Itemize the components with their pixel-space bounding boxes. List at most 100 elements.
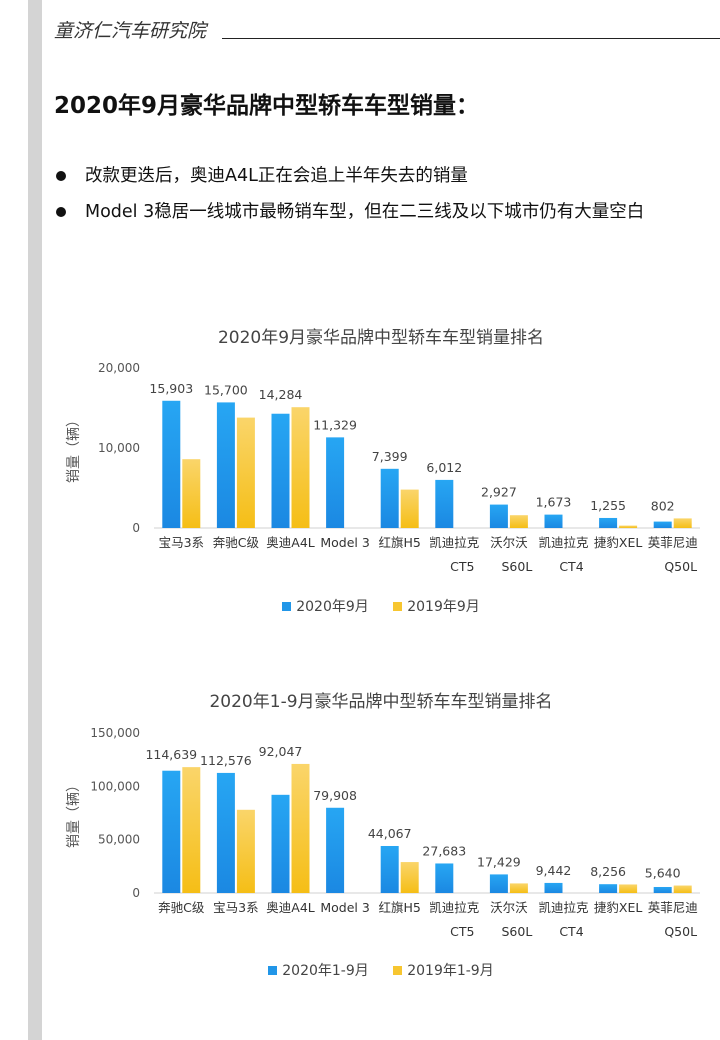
y-axis-label: 销量（辆）: [66, 778, 82, 848]
y-tick-label: 10,000: [98, 441, 140, 455]
x-tick-label: 英菲尼迪: [648, 900, 698, 915]
legend-item: 2019年9月: [393, 596, 480, 616]
x-tick-label: 奥迪A4L: [266, 900, 315, 915]
x-tick-label: CT5: [450, 559, 474, 574]
legend-item: 2020年1-9月: [268, 960, 369, 980]
bar-series-1: [653, 886, 672, 893]
bar-series-2: [400, 489, 419, 528]
bar-series-2: [291, 763, 310, 893]
x-tick-label: 捷豹XEL: [594, 900, 642, 915]
x-tick-label: 捷豹XEL: [594, 535, 642, 550]
data-label: 7,399: [372, 449, 408, 464]
bar-series-2: [236, 417, 255, 528]
bar-series-2: [619, 525, 638, 528]
bar-series-2: [509, 515, 528, 528]
page-title: 2020年9月豪华品牌中型轿车车型销量：: [54, 93, 480, 119]
header-rule: [222, 38, 720, 39]
y-tick-label: 100,000: [90, 779, 140, 793]
bar-series-1: [326, 437, 345, 528]
legend-label: 2019年9月: [407, 599, 480, 615]
bar-series-1: [380, 468, 399, 528]
x-tick-label: 沃尔沃: [490, 900, 528, 915]
x-tick-label: 红旗H5: [379, 900, 421, 915]
y-tick-label: 0: [132, 886, 140, 900]
data-label: 112,576: [200, 753, 252, 768]
data-label: 14,284: [259, 387, 303, 402]
data-label: 15,700: [204, 382, 248, 397]
data-label: 27,683: [422, 843, 466, 858]
legend-swatch: [393, 601, 403, 611]
chart-1-legend: 2020年9月 2019年9月: [42, 596, 720, 616]
x-tick-label: 凯迪拉克: [538, 535, 588, 550]
data-label: 9,442: [536, 863, 572, 878]
bullet-text: Model 3稳居一线城市最畅销车型，但在二三线及以下城市仍有大量空白: [85, 202, 645, 222]
bar-series-1: [544, 882, 563, 893]
chart-2-legend: 2020年1-9月 2019年1-9月: [42, 960, 720, 980]
x-tick-label: 红旗H5: [379, 535, 421, 550]
legend-label: 2020年1-9月: [282, 963, 369, 979]
x-tick-label: CT4: [559, 559, 583, 574]
x-tick-label: 奔驰C级: [213, 535, 260, 550]
bar-series-2: [182, 459, 201, 528]
x-tick-label: Q50L: [664, 559, 697, 574]
y-tick-label: 150,000: [90, 726, 140, 740]
bullet-item: Model 3稳居一线城市最畅销车型，但在二三线及以下城市仍有大量空白: [54, 194, 644, 230]
chart-2-title: 2020年1-9月豪华品牌中型轿车车型销量排名: [209, 692, 553, 712]
bar-series-1: [435, 863, 454, 893]
x-tick-label: 奥迪A4L: [266, 535, 315, 550]
bar-series-2: [509, 883, 528, 893]
data-label: 6,012: [426, 460, 462, 475]
bullet-dot-icon: [56, 171, 66, 181]
bar-series-1: [271, 413, 290, 528]
bar-series-1: [599, 884, 618, 893]
x-tick-label: CT5: [450, 924, 474, 939]
legend-label: 2020年9月: [296, 599, 369, 615]
data-label: 11,329: [313, 417, 357, 432]
x-tick-label: Q50L: [664, 924, 697, 939]
org-name: 童济仁汽车研究院: [54, 20, 207, 42]
bullet-item: 改款更迭后，奥迪A4L正在会追上半年失去的销量: [54, 158, 644, 194]
legend-swatch: [393, 965, 403, 975]
data-label: 802: [651, 498, 675, 513]
chart-1-title: 2020年9月豪华品牌中型轿车车型销量排名: [217, 328, 545, 348]
y-tick-label: 20,000: [98, 361, 140, 375]
bar-series-1: [489, 504, 508, 528]
x-tick-label: 宝马3系: [159, 535, 204, 550]
legend-swatch: [268, 965, 278, 975]
x-tick-label: 奔驰C级: [158, 900, 205, 915]
bar-series-1: [216, 772, 235, 893]
bullet-dot-icon: [56, 207, 66, 217]
x-tick-label: Model 3: [320, 535, 369, 550]
bar-series-2: [182, 767, 201, 893]
data-label: 92,047: [259, 744, 303, 759]
y-tick-label: 50,000: [98, 833, 140, 847]
x-tick-label: CT4: [559, 924, 583, 939]
x-tick-label: S60L: [501, 559, 532, 574]
data-label: 79,908: [313, 788, 357, 803]
data-label: 1,255: [590, 498, 626, 513]
bar-series-1: [162, 770, 181, 893]
bar-series-2: [236, 809, 255, 893]
bar-series-2: [400, 862, 419, 893]
data-label: 5,640: [645, 866, 681, 881]
bar-series-1: [435, 479, 454, 528]
bullet-text: 改款更迭后，奥迪A4L正在会追上半年失去的销量: [85, 166, 468, 186]
legend-item: 2019年1-9月: [393, 960, 494, 980]
chart-1: 0 10,000 20,000 销量（辆） 15,903 宝马3系 15,700 奔驰C级 14…: [66, 361, 700, 574]
bar-series-1: [489, 874, 508, 893]
bar-series-1: [162, 400, 181, 528]
bar-series-2: [673, 885, 692, 893]
bar-series-1: [544, 514, 563, 528]
data-label: 17,429: [477, 854, 521, 869]
x-tick-label: 凯迪拉克: [429, 535, 479, 550]
data-label: 2,927: [481, 485, 517, 500]
chart-2: 0 50,000 100,000 150,000 销量（辆） 114,639 奔驰C级 112…: [66, 726, 700, 939]
legend-item: 2020年9月: [282, 596, 369, 616]
data-label: 44,067: [368, 826, 412, 841]
x-tick-label: 宝马3系: [213, 900, 258, 915]
left-margin-bar: [28, 0, 42, 1040]
legend-label: 2019年1-9月: [407, 963, 494, 979]
x-tick-label: 凯迪拉克: [429, 900, 479, 915]
data-label: 15,903: [149, 381, 193, 396]
bar-series-2: [673, 518, 692, 528]
